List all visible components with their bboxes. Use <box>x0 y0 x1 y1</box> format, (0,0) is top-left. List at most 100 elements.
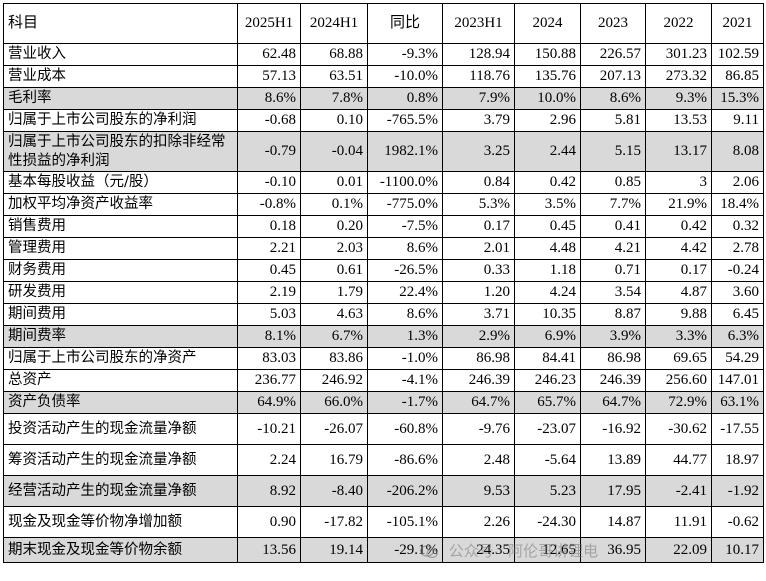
table-cell: -9.3% <box>367 43 443 66</box>
table-cell: 207.13 <box>580 65 646 88</box>
table-row: 归属于上市公司股东的净利润 -0.68 0.10 -765.5% 3.79 2.96 5.8… <box>3 109 764 132</box>
table-cell: 7.9% <box>442 87 515 110</box>
table-cell: -5.64 <box>514 444 581 476</box>
table-row: 财务费用 0.45 0.61 -26.5% 0.33 1.18 0.71 0.17 -0.24 <box>3 259 764 282</box>
table-cell: -1.92 <box>711 475 764 507</box>
table-cell: 0.18 <box>237 215 301 238</box>
header-cell-subject: 科目 <box>3 3 238 44</box>
table-cell: 14.87 <box>580 506 646 538</box>
table-cell: -17.82 <box>300 506 368 538</box>
table-row: 基本每股收益（元/股） -0.10 0.01 -1100.0% 0.84 0.42 0.85… <box>3 171 764 194</box>
financial-table: 科目 2025H1 2024H1 同比 2023H1 2024 2023 2022 2021 营… <box>3 3 764 563</box>
table-cell: 1.20 <box>442 281 515 304</box>
table-cell: -2.41 <box>645 475 712 507</box>
table-cell: 72.9% <box>645 391 712 414</box>
table-cell: -26.07 <box>300 413 368 445</box>
table-cell: 0.10 <box>300 109 368 132</box>
table-cell: -0.24 <box>711 259 764 282</box>
table-cell: -26.5% <box>367 259 443 282</box>
table-cell: 24.35 <box>442 537 515 563</box>
table-row: 研发费用 2.19 1.79 22.4% 1.20 4.24 3.54 4.87 3.60 <box>3 281 764 304</box>
table-row: 管理费用 2.21 2.03 8.6% 2.01 4.48 4.21 4.42 2.78 <box>3 237 764 260</box>
table-cell: 3.71 <box>442 303 515 326</box>
table-cell: 0.33 <box>442 259 515 282</box>
table-cell: 3.9% <box>580 325 646 348</box>
table-cell: 22.09 <box>645 537 712 563</box>
table-cell: 22.4% <box>367 281 443 304</box>
table-cell: 102.59 <box>711 43 764 66</box>
table-row: 投资活动产生的现金流量净额 -10.21 -26.07 -60.8% -9.76 -23.… <box>3 413 764 445</box>
table-cell: 86.98 <box>580 347 646 370</box>
table-cell: 0.17 <box>442 215 515 238</box>
table-cell: 0.01 <box>300 171 368 194</box>
table-cell: 4.21 <box>580 237 646 260</box>
table-cell: 83.03 <box>237 347 301 370</box>
row-label: 销售费用 <box>3 215 238 238</box>
table-cell: 13.53 <box>645 109 712 132</box>
table-cell: 147.01 <box>711 369 764 392</box>
table-cell: 64.7% <box>580 391 646 414</box>
table-header-row: 科目 2025H1 2024H1 同比 2023H1 2024 2023 2022 2021 <box>3 3 764 44</box>
table-cell: 13.56 <box>237 537 301 563</box>
row-label: 投资活动产生的现金流量净额 <box>3 413 238 445</box>
table-cell: 0.17 <box>645 259 712 282</box>
table-cell: 0.90 <box>237 506 301 538</box>
table-cell: -30.62 <box>645 413 712 445</box>
table-cell: 256.60 <box>645 369 712 392</box>
table-cell: 5.3% <box>442 193 515 216</box>
table-cell: 83.86 <box>300 347 368 370</box>
row-label: 归属于上市公司股东的扣除非经常性损益的净利润 <box>3 131 238 172</box>
table-cell: 2.26 <box>442 506 515 538</box>
row-label: 期末现金及现金等价物余额 <box>3 537 238 563</box>
row-label: 营业成本 <box>3 65 238 88</box>
table-cell: 64.7% <box>442 391 515 414</box>
table-cell: 2.44 <box>514 131 581 172</box>
table-cell: 3.5% <box>514 193 581 216</box>
table-cell: 0.45 <box>237 259 301 282</box>
table-cell: -0.04 <box>300 131 368 172</box>
row-label: 财务费用 <box>3 259 238 282</box>
table-cell: 68.88 <box>300 43 368 66</box>
table-cell: 19.14 <box>300 537 368 563</box>
table-cell: 8.87 <box>580 303 646 326</box>
table-cell: 2.03 <box>300 237 368 260</box>
row-label: 期间费用 <box>3 303 238 326</box>
table-cell: 8.6% <box>237 87 301 110</box>
row-label: 资产负债率 <box>3 391 238 414</box>
table-cell: 5.23 <box>514 475 581 507</box>
table-cell: 8.08 <box>711 131 764 172</box>
table-cell: 9.53 <box>442 475 515 507</box>
table-row: 归属于上市公司股东的扣除非经常性损益的净利润 -0.79 -0.04 1982.1% 3… <box>3 131 764 172</box>
table-cell: 3.25 <box>442 131 515 172</box>
table-cell: 17.95 <box>580 475 646 507</box>
table-cell: 7.8% <box>300 87 368 110</box>
table-cell: 1.79 <box>300 281 368 304</box>
table-cell: 36.95 <box>580 537 646 563</box>
table-cell: 0.41 <box>580 215 646 238</box>
table-row: 总资产 236.77 246.92 -4.1% 246.39 246.23 246.39 25… <box>3 369 764 392</box>
table-row: 筹资活动产生的现金流量净额 2.24 16.79 -86.6% 2.48 -5.64 13.… <box>3 444 764 476</box>
table-cell: 5.03 <box>237 303 301 326</box>
table-cell: 4.87 <box>645 281 712 304</box>
table-cell: -60.8% <box>367 413 443 445</box>
table-cell: 18.97 <box>711 444 764 476</box>
table-cell: -4.1% <box>367 369 443 392</box>
table-row: 期末现金及现金等价物余额 13.56 19.14 -29.1% 24.35 12.65 36… <box>3 537 764 563</box>
table-cell: 54.29 <box>711 347 764 370</box>
row-label: 筹资活动产生的现金流量净额 <box>3 444 238 476</box>
table-cell: 8.1% <box>237 325 301 348</box>
table-row: 营业收入 62.48 68.88 -9.3% 128.94 150.88 226.57 301… <box>3 43 764 66</box>
table-cell: 5.15 <box>580 131 646 172</box>
header-cell-period: 2024H1 <box>300 3 368 44</box>
table-cell: -0.62 <box>711 506 764 538</box>
table-cell: 0.32 <box>711 215 764 238</box>
table-cell: 6.9% <box>514 325 581 348</box>
table-row: 资产负债率 64.9% 66.0% -1.7% 64.7% 65.7% 64.7% 72.9%… <box>3 391 764 414</box>
table-cell: 13.17 <box>645 131 712 172</box>
table-cell: 0.1% <box>300 193 368 216</box>
table-cell: 64.9% <box>237 391 301 414</box>
table-cell: 5.81 <box>580 109 646 132</box>
table-cell: 2.78 <box>711 237 764 260</box>
row-label: 归属于上市公司股东的净利润 <box>3 109 238 132</box>
row-label: 基本每股收益（元/股） <box>3 171 238 194</box>
